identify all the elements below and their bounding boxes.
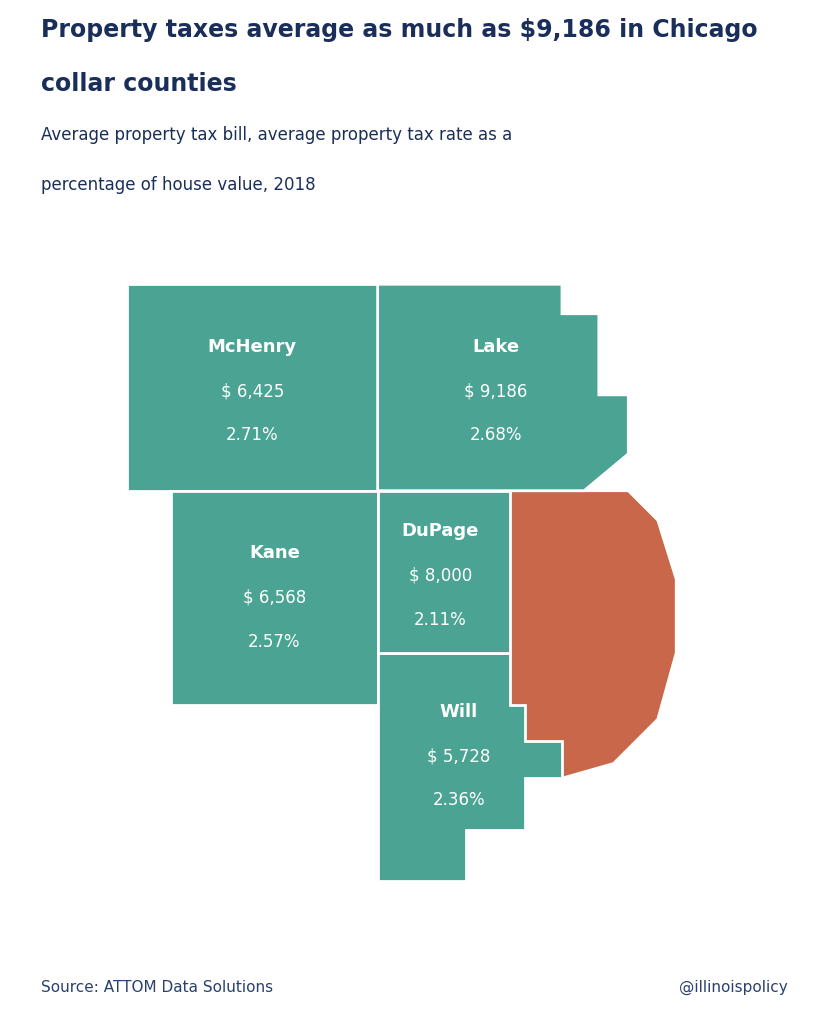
Polygon shape <box>378 490 510 653</box>
Text: 2.11%: 2.11% <box>413 610 466 629</box>
Polygon shape <box>171 490 378 705</box>
Text: Source: ATTOM Data Solutions: Source: ATTOM Data Solutions <box>41 980 273 994</box>
Text: Property taxes average as much as $9,186 in Chicago: Property taxes average as much as $9,186… <box>41 18 757 42</box>
Text: 2.57%: 2.57% <box>248 633 301 651</box>
Text: DuPage: DuPage <box>401 522 479 541</box>
Text: Lake: Lake <box>471 338 518 356</box>
Text: $ 5,728: $ 5,728 <box>426 748 490 765</box>
Polygon shape <box>378 285 628 490</box>
Text: $ 9,186: $ 9,186 <box>464 382 527 400</box>
Text: 2.68%: 2.68% <box>469 426 521 444</box>
Text: Average property tax bill, average property tax rate as a: Average property tax bill, average prope… <box>41 126 512 144</box>
Text: McHenry: McHenry <box>208 338 296 356</box>
Text: @illinoispolicy: @illinoispolicy <box>678 980 787 994</box>
Text: collar counties: collar counties <box>41 72 237 96</box>
Text: 2.71%: 2.71% <box>226 426 278 444</box>
Text: 2.36%: 2.36% <box>432 792 484 809</box>
Text: $ 8,000: $ 8,000 <box>408 566 471 585</box>
Polygon shape <box>378 490 676 778</box>
Text: Kane: Kane <box>248 545 300 562</box>
Text: $ 6,568: $ 6,568 <box>243 589 306 606</box>
Text: Will: Will <box>439 702 477 721</box>
Polygon shape <box>378 653 561 882</box>
Text: percentage of house value, 2018: percentage of house value, 2018 <box>41 176 315 194</box>
Polygon shape <box>127 285 378 490</box>
Text: $ 6,425: $ 6,425 <box>220 382 284 400</box>
